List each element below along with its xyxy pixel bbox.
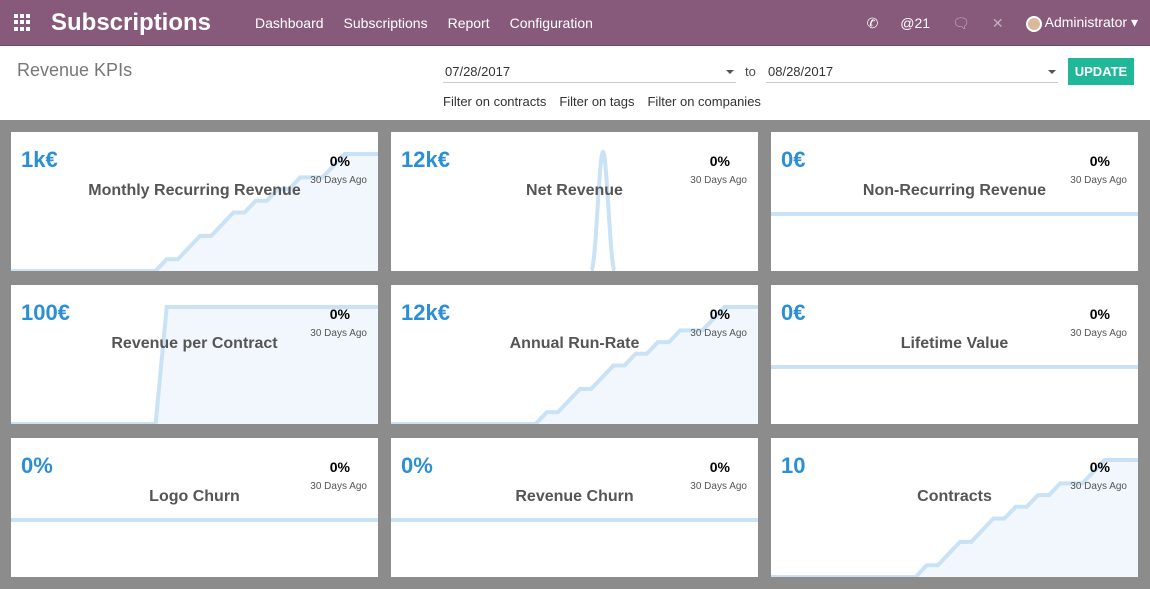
kpi-card[interactable]: 0€ Lifetime Value 0% 30 Days Ago — [771, 285, 1138, 424]
kpi-value: 0% — [21, 453, 53, 478]
sparkline-area — [771, 460, 1138, 577]
sparkline — [11, 305, 378, 424]
sparkline — [391, 305, 758, 424]
date-to-value: 08/28/2017 — [768, 64, 834, 79]
kpi-change: 0% — [709, 306, 730, 322]
kpi-period: 30 Days Ago — [690, 175, 747, 186]
kpi-card[interactable]: 0€ Non-Recurring Revenue 0% 30 Days Ago — [771, 132, 1138, 271]
date-to-select[interactable]: 08/28/2017 — [766, 62, 1058, 83]
kpi-period: 30 Days Ago — [1070, 328, 1127, 339]
kpi-change: 0% — [1089, 153, 1110, 169]
kpi-period: 30 Days Ago — [1070, 175, 1127, 186]
kpi-period: 30 Days Ago — [690, 481, 747, 492]
sparkline-chart — [11, 518, 378, 522]
kpi-change: 0% — [1089, 459, 1110, 475]
sparkline-chart — [771, 365, 1138, 369]
kpi-value: 1k€ — [21, 147, 58, 172]
filter-companies[interactable]: Filter on companies — [647, 94, 761, 109]
kpi-change: 0% — [1089, 306, 1110, 322]
kpi-value: 10 — [781, 453, 806, 478]
menu-configuration[interactable]: Configuration — [509, 14, 593, 31]
kpi-name: Contracts — [917, 488, 992, 505]
update-button[interactable]: UPDATE — [1068, 58, 1134, 85]
kpi-name: Lifetime Value — [900, 335, 1009, 352]
kpi-period: 30 Days Ago — [310, 481, 367, 492]
caret-down-icon — [726, 70, 734, 78]
sparkline-area — [391, 307, 758, 424]
filter-tags[interactable]: Filter on tags — [559, 94, 635, 109]
kpi-name: Revenue per Contract — [111, 335, 278, 352]
sparkline-chart — [11, 152, 378, 271]
app-brand[interactable]: Subscriptions — [51, 8, 212, 36]
caret-down-icon: ▾ — [1130, 14, 1138, 31]
user-menu[interactable]: Administrator ▾ — [1025, 14, 1138, 32]
kpi-value: 0% — [401, 453, 433, 478]
kpi-change: 0% — [329, 153, 350, 169]
phone-icon[interactable]: ✆ — [866, 14, 879, 31]
tools-icon[interactable]: ✕ — [991, 14, 1004, 31]
kpi-grid: 1k€ Monthly Recurring Revenue 0% 30 Days… — [0, 120, 1150, 589]
kpi-name: Net Revenue — [526, 182, 623, 199]
menu-dashboard[interactable]: Dashboard — [255, 14, 324, 31]
kpi-card[interactable]: 100€ Revenue per Contract 0% 30 Days Ago — [11, 285, 378, 424]
sparkline-chart — [589, 149, 617, 271]
kpi-change: 0% — [709, 459, 730, 475]
kpi-period: 30 Days Ago — [310, 328, 367, 339]
kpi-period: 30 Days Ago — [690, 328, 747, 339]
date-from-value: 07/28/2017 — [445, 64, 511, 79]
kpi-period: 30 Days Ago — [310, 175, 367, 186]
kpi-period: 30 Days Ago — [1070, 481, 1127, 492]
sparkline-chart — [391, 305, 758, 424]
kpi-value: 12k€ — [401, 300, 450, 325]
kpi-name: Revenue Churn — [515, 488, 634, 505]
kpi-card[interactable]: 0% Revenue Churn 0% 30 Days Ago — [391, 438, 758, 577]
kpi-card[interactable]: 12k€ Net Revenue 0% 30 Days Ago — [391, 132, 758, 271]
sparkline — [589, 149, 617, 271]
kpi-change: 0% — [329, 306, 350, 322]
sparkline-chart — [391, 518, 758, 522]
menu-report[interactable]: Report — [447, 14, 490, 31]
apps-menu-icon[interactable] — [14, 13, 32, 32]
kpi-value: 0€ — [781, 147, 806, 172]
avatar — [1025, 15, 1042, 32]
sparkline-chart — [771, 458, 1138, 577]
to-label: to — [745, 64, 756, 79]
sparkline — [771, 458, 1138, 577]
kpi-card[interactable]: 0% Logo Churn 0% 30 Days Ago — [11, 438, 378, 577]
sparkline — [11, 152, 378, 271]
kpi-change: 0% — [329, 459, 350, 475]
chat-icon[interactable]: 🗨 — [952, 14, 970, 31]
top-navbar: Subscriptions Dashboard Subscriptions Re… — [0, 0, 1150, 46]
kpi-change: 0% — [709, 153, 730, 169]
kpi-value: 100€ — [21, 300, 70, 325]
filter-contracts[interactable]: Filter on contracts — [443, 94, 547, 109]
sparkline-chart — [11, 305, 378, 424]
sparkline-area — [11, 154, 378, 271]
kpi-card[interactable]: 1k€ Monthly Recurring Revenue 0% 30 Days… — [11, 132, 378, 271]
kpi-card[interactable]: 10 Contracts 0% 30 Days Ago — [771, 438, 1138, 577]
kpi-value: 0€ — [781, 300, 806, 325]
kpi-name: Monthly Recurring Revenue — [88, 182, 301, 199]
kpi-name: Annual Run-Rate — [509, 335, 640, 352]
date-from-select[interactable]: 07/28/2017 — [443, 62, 736, 83]
caret-down-icon — [1048, 70, 1056, 78]
kpi-value: 12k€ — [401, 147, 450, 172]
sparkline-area — [11, 307, 378, 424]
user-name: Administrator — [1044, 14, 1128, 31]
kpi-name: Logo Churn — [149, 488, 240, 505]
kpi-name: Non-Recurring Revenue — [862, 182, 1047, 199]
menu-subscriptions[interactable]: Subscriptions — [343, 14, 428, 31]
sparkline-chart — [771, 212, 1138, 216]
page-title: Revenue KPIs — [17, 60, 133, 80]
kpi-card[interactable]: 12k€ Annual Run-Rate 0% 30 Days Ago — [391, 285, 758, 424]
mentions-counter[interactable]: @21 — [900, 15, 931, 31]
